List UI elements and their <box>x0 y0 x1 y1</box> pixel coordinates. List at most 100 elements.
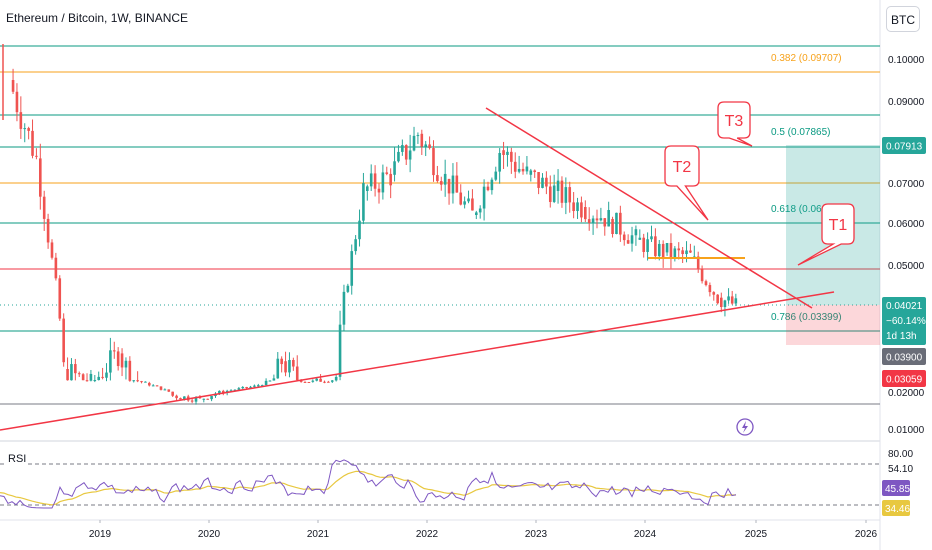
candle-body <box>198 397 202 399</box>
candle-body <box>428 144 431 149</box>
candle-body <box>439 181 443 185</box>
lightning-icon-bolt <box>742 421 748 433</box>
current-change-text: −60.14% <box>886 316 926 327</box>
candle-body <box>677 248 681 251</box>
target-t1-bubble <box>797 203 855 266</box>
candle-body <box>272 378 276 381</box>
candle-body <box>362 183 365 221</box>
candle-body <box>327 381 330 383</box>
candle-body <box>109 350 112 373</box>
currency-button[interactable]: BTC <box>886 6 920 32</box>
current-price-text: 0.04021 <box>886 301 923 312</box>
candle-body <box>432 148 435 176</box>
candle-body <box>665 243 669 253</box>
candle-body <box>42 196 46 219</box>
candle-body <box>319 378 322 382</box>
candle-body <box>128 360 132 381</box>
descending-trendline <box>485 107 813 309</box>
candle-body <box>548 186 552 202</box>
candle-body <box>734 298 738 304</box>
symbol-title[interactable]: Ethereum / Bitcoin, 1W, BINANCE <box>6 11 189 25</box>
candle-body <box>599 218 603 221</box>
candle-body <box>171 391 174 396</box>
candle-body <box>249 386 252 388</box>
candle-body <box>280 358 283 365</box>
target-t3-bubble <box>717 101 753 147</box>
time-tick-label: 2026 <box>855 529 878 540</box>
target-price-tag-text: 0.07913 <box>886 142 923 153</box>
candle-body <box>299 380 303 382</box>
candle-body <box>634 229 638 236</box>
candle-body <box>673 248 677 258</box>
candle-body <box>23 128 27 130</box>
candle-body <box>190 400 194 402</box>
candle-body <box>81 374 85 381</box>
candle-body <box>603 218 607 227</box>
candle-body <box>568 187 572 203</box>
candle-body <box>556 180 560 191</box>
candles-group <box>11 68 738 405</box>
candle-body <box>482 186 486 209</box>
candle-body <box>506 151 509 155</box>
candle-body <box>66 369 69 381</box>
candle-body <box>54 257 58 279</box>
time-tick-label: 2020 <box>198 529 221 540</box>
candle-body <box>31 130 34 156</box>
candle-body <box>315 378 319 381</box>
candle-body <box>615 212 618 235</box>
candle-body <box>397 151 400 162</box>
candle-body <box>467 198 470 202</box>
candle-body <box>74 364 77 374</box>
time-tick-label: 2025 <box>745 529 768 540</box>
candle-body <box>381 172 385 193</box>
candle-body <box>210 396 213 400</box>
target-t1-label: T1 <box>829 217 848 234</box>
lightning-icon <box>736 418 754 436</box>
candle-body <box>730 296 734 304</box>
candle-body <box>350 251 354 286</box>
candle-body <box>46 218 50 243</box>
candle-body <box>27 128 30 131</box>
fib-label-05: 0.5 (0.07865) <box>771 127 831 138</box>
candle-body <box>650 236 653 240</box>
candle-body <box>471 198 474 211</box>
candle-body <box>15 91 19 113</box>
candle-body <box>408 150 412 160</box>
candle-body <box>295 366 299 381</box>
candle-body <box>541 177 544 188</box>
candle-body <box>401 145 404 152</box>
candle-body <box>669 243 673 258</box>
rsi-label[interactable]: RSI <box>6 453 29 465</box>
price-tick-label: 0.02000 <box>888 388 925 399</box>
candle-body <box>50 242 54 258</box>
candle-body <box>206 398 210 400</box>
candle-body <box>377 188 381 193</box>
candle-body <box>685 250 688 255</box>
candle-body <box>124 360 128 368</box>
candle-body <box>385 172 389 174</box>
stop-price-tag-bg <box>882 370 926 387</box>
candle-body <box>85 380 89 382</box>
candle-body <box>447 178 451 194</box>
candle-body <box>404 145 408 160</box>
candle-body <box>151 385 155 387</box>
candle-body <box>288 359 291 373</box>
candle-body <box>654 236 657 257</box>
target-t3-label: T3 <box>725 113 744 130</box>
candle-body <box>560 180 564 203</box>
candle-body <box>140 381 143 383</box>
candle-body <box>525 166 529 172</box>
candle-body <box>389 173 392 186</box>
candle-body <box>723 300 727 308</box>
candle-body <box>459 192 463 205</box>
candle-body <box>513 161 517 172</box>
time-tick-label: 2019 <box>89 529 112 540</box>
candle-body <box>700 269 704 282</box>
rsi-ma-tag-text: 34.46 <box>885 504 910 515</box>
candle-body <box>689 250 692 253</box>
price-tick-label: 0.01000 <box>888 425 925 436</box>
candle-body <box>584 207 587 220</box>
candle-body <box>661 243 665 258</box>
candle-body <box>537 172 540 188</box>
